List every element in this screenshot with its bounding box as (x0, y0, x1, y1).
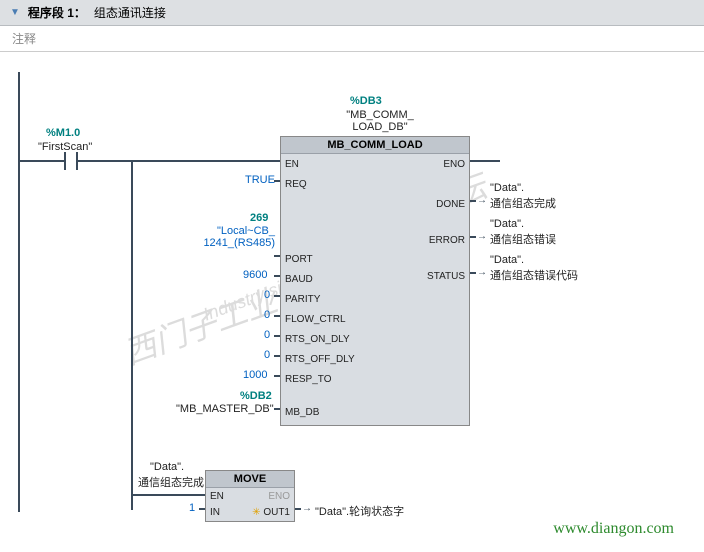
val-parity: 0 (264, 289, 270, 301)
out-done: 通信组态完成 (490, 195, 556, 211)
segment-header: ▼ 程序段 1： 组态通讯连接 (0, 0, 704, 26)
pin-mbdb: MB_DB (285, 407, 319, 418)
arrow: → (302, 503, 312, 514)
out-done-src: "Data". (490, 182, 524, 194)
pin-rtsoff: RTS_OFF_DLY (285, 354, 355, 365)
out-error: 通信组态错误 (490, 231, 556, 247)
val-flow: 0 (264, 309, 270, 321)
fb-title: MB_COMM_LOAD (281, 137, 469, 154)
contact-address: %M1.0 (46, 127, 80, 139)
val-resp: 1000 (243, 369, 267, 381)
val-in: 1 (189, 502, 195, 514)
arrow: → (477, 195, 487, 206)
arrow: → (477, 231, 487, 242)
val-mbdb-addr: %DB2 (240, 390, 272, 402)
out-status: 通信组态错误代码 (490, 267, 578, 283)
wire (78, 160, 133, 162)
pin-status: STATUS (427, 271, 465, 282)
collapse-arrow[interactable]: ▼ (10, 7, 20, 18)
pin-in: IN (210, 507, 220, 518)
comment-area[interactable]: 注释 (0, 26, 704, 52)
val-port-num: 269 (250, 212, 268, 224)
val-baud: 9600 (243, 269, 267, 281)
pin-en: EN (285, 159, 299, 170)
fb-move[interactable]: MOVE EN IN ENO ✳ OUT1 (205, 470, 295, 522)
pin-port: PORT (285, 254, 313, 265)
ladder-canvas: 西门子工业 技术论坛 Industry siemens %M1.0 "First… (0, 52, 704, 552)
pin-rtson: RTS_ON_DLY (285, 334, 350, 345)
segment-number: 程序段 1： (28, 4, 86, 21)
pin-done: DONE (436, 199, 465, 210)
pin-baud: BAUD (285, 274, 313, 285)
watermark-1: 西门子工业 (117, 276, 283, 374)
pin-eno2: ENO (268, 491, 290, 502)
pin-flow: FLOW_CTRL (285, 314, 346, 325)
trigger-name: 通信组态完成 (138, 474, 204, 490)
db-address: %DB3 (350, 95, 382, 107)
pin-parity: PARITY (285, 294, 320, 305)
pin-eno: ENO (443, 159, 465, 170)
segment-title: 组态通讯连接 (94, 4, 166, 21)
arrow: → (477, 267, 487, 278)
out-error-src: "Data". (490, 218, 524, 230)
out-status-src: "Data". (490, 254, 524, 266)
wire (131, 494, 207, 496)
val-mbdb-name: "MB_MASTER_DB" (176, 403, 274, 415)
fb-mb-comm-load[interactable]: MB_COMM_LOAD EN REQ PORT BAUD PARITY FLO… (280, 136, 470, 426)
pin-en2: EN (210, 491, 224, 502)
pin-error: ERROR (429, 235, 465, 246)
pin-resp: RESP_TO (285, 374, 332, 385)
move-title: MOVE (206, 471, 294, 488)
pin-out1: ✳ OUT1 (252, 507, 290, 518)
val-rtson: 0 (264, 329, 270, 341)
wire-eno (470, 160, 500, 162)
val-req: TRUE (245, 174, 275, 186)
val-port-name: "Local~CB_1241_(RS485) (197, 225, 275, 249)
trigger-src: "Data". (150, 461, 184, 473)
pin-req: REQ (285, 179, 307, 190)
branch-wire (131, 160, 133, 510)
power-rail (18, 72, 20, 512)
out-move: "Data".轮询状态字 (315, 503, 404, 519)
wire (131, 160, 282, 162)
val-rtsoff: 0 (264, 349, 270, 361)
watermark-url: www.diangon.com (553, 520, 674, 538)
wire (18, 160, 64, 162)
db-name: "MB_COMM_LOAD_DB" (320, 109, 440, 133)
